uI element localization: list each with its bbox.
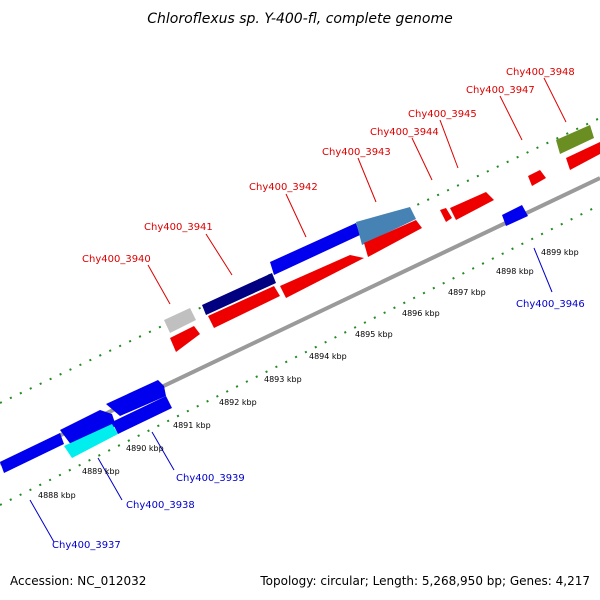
- kbp-tick-labels: 4888 kbp 4889 kbp 4890 kbp 4891 kbp 4892…: [38, 248, 579, 500]
- gene-label-forward[interactable]: Chy400_3942: [249, 182, 318, 193]
- kbp-tick-label: 4899 kbp: [541, 248, 579, 257]
- kbp-tick-label: 4893 kbp: [264, 375, 302, 384]
- map-title: Chloroflexus sp. Y-400-fl, complete geno…: [147, 11, 453, 27]
- gene-arrow[interactable]: [556, 125, 594, 154]
- gene-arrow[interactable]: [106, 380, 166, 416]
- outer-tick-ring: [0, 117, 600, 404]
- inner-tick-ring: [0, 204, 600, 506]
- gene-arrow[interactable]: [112, 396, 172, 434]
- kbp-tick-label: 4894 kbp: [309, 352, 347, 361]
- gene-label-group: Chy400_3940 Chy400_3941 Chy400_3942 Chy4…: [52, 67, 585, 551]
- gene-label-forward[interactable]: Chy400_3947: [466, 85, 535, 96]
- gene-arrow[interactable]: [164, 308, 196, 333]
- gene-label-forward[interactable]: Chy400_3944: [370, 127, 439, 138]
- kbp-tick-label: 4898 kbp: [496, 267, 534, 276]
- kbp-tick-label: 4896 kbp: [402, 309, 440, 318]
- kbp-tick-label: 4889 kbp: [82, 467, 120, 476]
- gene-arrow[interactable]: [60, 410, 116, 446]
- gene-arrow[interactable]: [364, 220, 422, 257]
- kbp-tick-label: 4891 kbp: [173, 421, 211, 430]
- kbp-tick-label: 4895 kbp: [355, 330, 393, 339]
- gene-label-reverse[interactable]: Chy400_3946: [516, 299, 585, 310]
- gene-label-forward[interactable]: Chy400_3943: [322, 147, 391, 158]
- gene-arrow[interactable]: [0, 433, 64, 473]
- kbp-tick-label: 4890 kbp: [126, 444, 164, 453]
- gene-arrow[interactable]: [528, 170, 546, 186]
- gene-arrow[interactable]: [270, 223, 360, 275]
- gene-label-reverse[interactable]: Chy400_3938: [126, 500, 195, 511]
- gene-label-reverse[interactable]: Chy400_3937: [52, 540, 121, 551]
- gene-arrow[interactable]: [450, 192, 494, 220]
- kbp-tick-label: 4888 kbp: [38, 491, 76, 500]
- gene-label-forward[interactable]: Chy400_3941: [144, 222, 213, 233]
- kbp-tick-label: 4892 kbp: [219, 398, 257, 407]
- kbp-tick-label: 4897 kbp: [448, 288, 486, 297]
- gene-label-forward[interactable]: Chy400_3940: [82, 254, 151, 265]
- gene-label-forward[interactable]: Chy400_3945: [408, 109, 477, 120]
- gene-arrow[interactable]: [208, 286, 280, 328]
- gene-arrow[interactable]: [440, 208, 452, 222]
- gene-label-forward[interactable]: Chy400_3948: [506, 67, 575, 78]
- gene-arrow[interactable]: [502, 205, 528, 226]
- genome-stats-text: Topology: circular; Length: 5,268,950 bp…: [259, 574, 590, 588]
- gene-arrow[interactable]: [64, 424, 118, 458]
- accession-text: Accession: NC_012032: [10, 574, 146, 588]
- gene-arrow[interactable]: [356, 207, 416, 245]
- gene-arrow[interactable]: [280, 255, 364, 298]
- gene-label-reverse[interactable]: Chy400_3939: [176, 473, 245, 484]
- gene-arrow[interactable]: [170, 326, 200, 352]
- gene-arrow[interactable]: [202, 273, 276, 315]
- gene-arrow[interactable]: [566, 142, 600, 170]
